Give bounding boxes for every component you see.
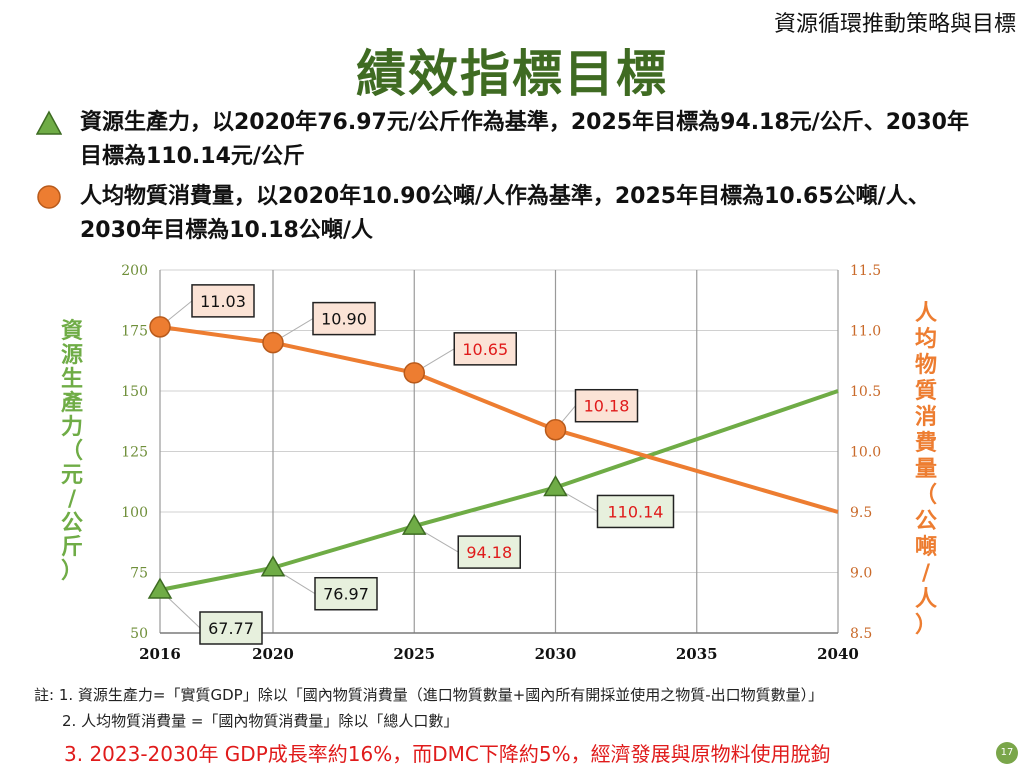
orange-circle-icon <box>37 185 61 209</box>
x-tick-label: 2040 <box>817 645 859 663</box>
bullet-material-consumption: 人均物質消費量，以2020年10.90公噸/人作為基準，2025年目標為10.6… <box>36 180 976 248</box>
left-tick-label: 50 <box>130 626 148 642</box>
note-3: 3. 2023-2030年 GDP成長率約16%，而DMC下降約5%，經濟發展與… <box>64 742 831 766</box>
page-title: 績效指標目標 <box>356 45 668 103</box>
orange-circle-marker <box>544 418 567 441</box>
right-tick-label: 11.0 <box>850 324 881 340</box>
dual-axis-line-chart: 2016 2020 2025 2030 2035 2040 50 75 100 125 150 175… <box>61 263 937 663</box>
data-label-box <box>314 576 378 611</box>
right-tick-label: 9.5 <box>850 505 872 521</box>
data-label: 76.97 <box>323 585 369 604</box>
bullet-text: 人均物質消費量，以2020年10.90公噸/人作為基準，2025年目標為10.6… <box>80 184 930 243</box>
data-label: 11.03 <box>200 292 246 311</box>
data-label: 10.18 <box>584 397 630 416</box>
data-label-box <box>453 332 517 366</box>
data-label-box <box>312 301 376 336</box>
note-1: 註: 1. 資源生產力=「實質GDP」除以「國內物質消費量（進口物質數量+國內所… <box>34 686 824 704</box>
data-label: 94.18 <box>466 543 512 562</box>
left-tick-label: 75 <box>130 566 148 582</box>
page-number: 17 <box>996 742 1018 764</box>
data-label: 10.90 <box>321 310 367 329</box>
data-label-box <box>199 611 263 645</box>
left-tick-label: 100 <box>121 505 148 521</box>
right-tick-label: 8.5 <box>850 626 872 642</box>
orange-circle-marker <box>262 331 284 354</box>
data-label-box <box>457 535 521 569</box>
x-tick-label: 2035 <box>676 645 718 663</box>
x-tick-label: 2030 <box>535 645 577 663</box>
left-tick-label: 150 <box>121 384 148 400</box>
orange-circle-marker <box>403 362 425 384</box>
data-label-box <box>596 494 675 529</box>
left-tick-label: 175 <box>121 324 148 340</box>
green-triangle-icon <box>36 110 62 135</box>
bullet-resource-productivity: 資源生產力，以2020年76.97元/公斤作為基準，2025年目標為94.18元… <box>36 106 976 174</box>
data-label-box <box>574 388 639 423</box>
green-triangle-marker <box>543 474 568 497</box>
green-triangle-marker <box>147 577 173 599</box>
bullet-text: 資源生產力，以2020年76.97元/公斤作為基準，2025年目標為94.18元… <box>80 110 969 169</box>
x-tick-label: 2025 <box>393 645 435 663</box>
left-tick-label: 200 <box>121 263 148 279</box>
data-label: 10.65 <box>462 340 508 359</box>
data-label-box <box>191 284 255 318</box>
green-triangle-marker <box>260 555 286 577</box>
left-axis-title: 資源生產力（元/公斤） <box>61 318 83 584</box>
right-tick-label: 11.5 <box>850 263 881 279</box>
note-2: 2. 人均物質消費量 =「國內物質消費量」除以「總人口數」 <box>62 712 459 730</box>
left-tick-label: 125 <box>121 445 148 461</box>
data-label: 67.77 <box>208 619 254 638</box>
right-tick-label: 10.0 <box>850 445 881 461</box>
orange-circle-marker <box>149 316 171 338</box>
x-tick-label: 2020 <box>252 645 294 663</box>
right-tick-label: 9.0 <box>850 566 872 582</box>
right-tick-label: 10.5 <box>850 384 881 400</box>
x-tick-label: 2016 <box>139 645 181 663</box>
right-axis-title: 人均物質消費量（公噸/人） <box>915 301 937 638</box>
green-triangle-marker <box>401 513 427 535</box>
data-label: 110.14 <box>608 502 664 521</box>
section-title: 資源循環推動策略與目標 <box>773 12 1016 37</box>
